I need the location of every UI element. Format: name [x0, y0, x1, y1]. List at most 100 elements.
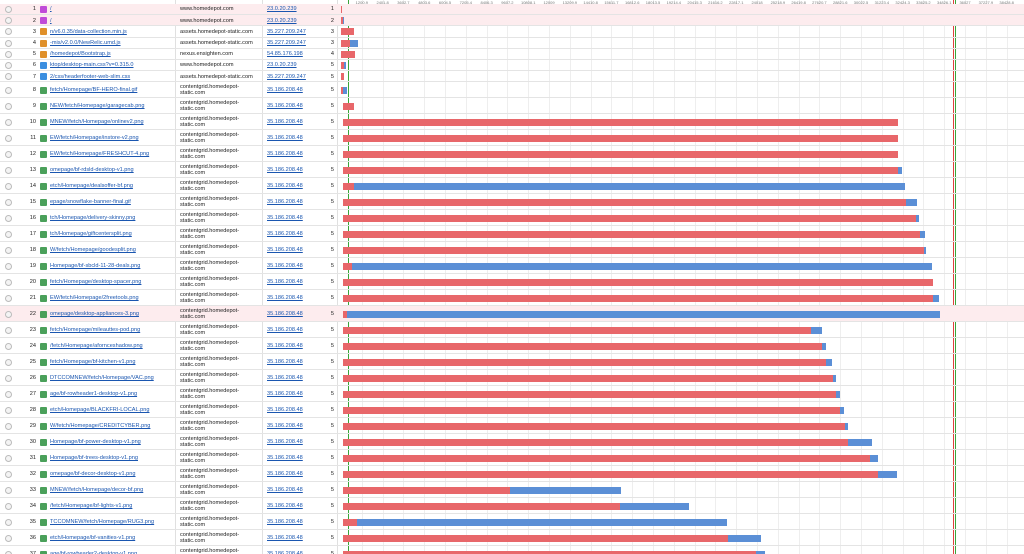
- request-url[interactable]: W/fetch/Homepage/CREDITCYBER.png: [50, 423, 151, 430]
- row-toggle[interactable]: [5, 214, 12, 222]
- request-url[interactable]: tch/Homepage/giftcentersplit.png: [50, 231, 132, 238]
- row-toggle[interactable]: [5, 326, 12, 334]
- request-ip[interactable]: 35.186.208.48: [267, 199, 303, 206]
- request-url[interactable]: epage/snowflake-banner-final.gif: [50, 199, 131, 206]
- request-url[interactable]: W/fetch/Homepage/goodesplit.png: [50, 247, 136, 254]
- request-ip[interactable]: 35.186.208.48: [267, 423, 303, 430]
- row-toggle[interactable]: [5, 294, 12, 302]
- request-url[interactable]: n/v6.0.35/data-collection.min.js: [50, 28, 127, 35]
- request-url[interactable]: age/bf-rowheader1-desktop-v1.png: [50, 391, 138, 398]
- row-toggle[interactable]: [5, 182, 12, 190]
- request-url[interactable]: etch/Homepage/bf-vanities-v1.png: [50, 535, 136, 542]
- request-url[interactable]: /homedepot/Bootstrap.js: [50, 51, 111, 58]
- request-ip[interactable]: 35.186.208.48: [267, 391, 303, 398]
- row-toggle[interactable]: [5, 406, 12, 414]
- request-ip[interactable]: 35.186.208.48: [267, 135, 303, 142]
- request-ip[interactable]: 35.186.208.48: [267, 231, 303, 238]
- row-toggle[interactable]: [5, 134, 12, 142]
- row-toggle[interactable]: [5, 86, 12, 94]
- request-url[interactable]: ktop/desktop-main.css?v=0.315.0: [50, 62, 134, 69]
- row-toggle[interactable]: [5, 310, 12, 318]
- request-url[interactable]: fetch/Homepage/mileauttes-pod.png: [50, 327, 141, 334]
- row-toggle[interactable]: [5, 246, 12, 254]
- request-url[interactable]: EW/fetch/Homepage/FRESHCUT-4.png: [50, 151, 150, 158]
- request-ip[interactable]: 35.186.208.48: [267, 119, 303, 126]
- row-toggle[interactable]: [5, 50, 12, 58]
- request-url[interactable]: etch/Homepage/BLACKFRI-LOCAL.png: [50, 407, 150, 414]
- request-ip[interactable]: 54.85.176.198: [267, 51, 303, 58]
- request-url[interactable]: omepage/desktop-appliances-3.png: [50, 311, 139, 318]
- row-toggle[interactable]: [5, 518, 12, 526]
- request-ip[interactable]: 35.186.208.48: [267, 103, 303, 110]
- request-url[interactable]: -mis/v2.0.0/NewRelic.umd.js: [50, 39, 121, 46]
- request-ip[interactable]: 35.186.208.48: [267, 311, 303, 318]
- request-url[interactable]: /: [50, 17, 52, 24]
- row-toggle[interactable]: [5, 198, 12, 206]
- request-url[interactable]: /fetch/Homepage/bf-lights-v1.png: [50, 503, 133, 510]
- request-url[interactable]: NEW/fetch/Homepage/garagecab.png: [50, 103, 145, 110]
- request-ip[interactable]: 35.186.208.48: [267, 327, 303, 334]
- request-ip[interactable]: 35.186.208.48: [267, 295, 303, 302]
- request-ip[interactable]: 35.227.209.247: [267, 73, 306, 80]
- request-ip[interactable]: 35.227.209.247: [267, 28, 306, 35]
- request-url[interactable]: age/bf-rowheader2-desktop-v1.png: [50, 551, 172, 554]
- row-toggle[interactable]: [5, 422, 12, 430]
- request-ip[interactable]: 23.0.20.239: [267, 17, 297, 24]
- row-toggle[interactable]: [5, 390, 12, 398]
- request-ip[interactable]: 35.186.208.48: [267, 167, 303, 174]
- row-toggle[interactable]: [5, 39, 12, 47]
- request-url[interactable]: fetch/Homepage/desktop-spacer.png: [50, 279, 142, 286]
- row-toggle[interactable]: [5, 454, 12, 462]
- request-ip[interactable]: 35.186.208.48: [267, 455, 303, 462]
- request-ip[interactable]: 35.186.208.48: [267, 551, 303, 554]
- row-toggle[interactable]: [5, 28, 12, 36]
- request-ip[interactable]: 35.186.208.48: [267, 183, 303, 190]
- row-toggle[interactable]: [5, 342, 12, 350]
- row-toggle[interactable]: [5, 262, 12, 270]
- request-url[interactable]: 2/css/headerfooter-web-slim.css: [50, 73, 131, 80]
- request-url[interactable]: MNEW/fetch/Homepage/decor-bf.png: [50, 487, 144, 494]
- request-url[interactable]: DTCCOMNEW/fetch/Homepage/VAC.png: [50, 375, 154, 382]
- request-ip[interactable]: 35.186.208.48: [267, 279, 303, 286]
- row-toggle[interactable]: [5, 550, 12, 554]
- request-ip[interactable]: 35.186.208.48: [267, 375, 303, 382]
- request-ip[interactable]: 23.0.20.239: [267, 62, 297, 69]
- request-ip[interactable]: 35.186.208.48: [267, 407, 303, 414]
- row-toggle[interactable]: [5, 534, 12, 542]
- row-toggle[interactable]: [5, 438, 12, 446]
- row-toggle[interactable]: [5, 230, 12, 238]
- row-toggle[interactable]: [5, 62, 12, 70]
- request-ip[interactable]: 35.186.208.48: [267, 151, 303, 158]
- request-url[interactable]: omepage/bf-rdsld-desktop-v1.png: [50, 167, 134, 174]
- request-url[interactable]: fetch/Homepage/BF-HERO-final.gif: [50, 87, 138, 94]
- row-toggle[interactable]: [5, 278, 12, 286]
- request-ip[interactable]: 35.227.209.247: [267, 39, 306, 46]
- request-url[interactable]: fetch/Homepage/bf-kitchen-v1.png: [50, 359, 136, 366]
- request-url[interactable]: MNEW/fetch/Homepage/onlinev2.png: [50, 119, 144, 126]
- row-toggle[interactable]: [5, 17, 12, 25]
- request-url[interactable]: TCCOMNEW/fetch/Homepage/RUG3.png: [50, 519, 155, 526]
- row-toggle[interactable]: [5, 374, 12, 382]
- request-ip[interactable]: 35.186.208.48: [267, 263, 303, 270]
- request-ip[interactable]: 35.186.208.48: [267, 215, 303, 222]
- request-ip[interactable]: 23.0.20.239: [267, 6, 297, 13]
- request-url[interactable]: Homepage/bf-power-desktop-v1.png: [50, 439, 141, 446]
- request-ip[interactable]: 35.186.208.48: [267, 343, 303, 350]
- request-url[interactable]: Homepage/bf-trees-desktop-v1.png: [50, 455, 138, 462]
- request-url[interactable]: tch/Homepage/delivery-skinny.png: [50, 215, 136, 222]
- row-toggle[interactable]: [5, 470, 12, 478]
- request-ip[interactable]: 35.186.208.48: [267, 87, 303, 94]
- row-toggle[interactable]: [5, 118, 12, 126]
- request-ip[interactable]: 35.186.208.48: [267, 439, 303, 446]
- request-url[interactable]: omepage/bf-decor-desktop-v1.png: [50, 471, 136, 478]
- row-toggle[interactable]: [5, 166, 12, 174]
- row-toggle[interactable]: [5, 358, 12, 366]
- request-ip[interactable]: 35.186.208.48: [267, 471, 303, 478]
- row-toggle[interactable]: [5, 102, 12, 110]
- request-url[interactable]: EW/fetch/Homepage/instore-v2.png: [50, 135, 139, 142]
- request-url[interactable]: Homepage/bf-sbcld-11-28-deals.png: [50, 263, 141, 270]
- row-toggle[interactable]: [5, 502, 12, 510]
- row-toggle[interactable]: [5, 486, 12, 494]
- request-url[interactable]: etch/Homepage/dealsoffer-bf.png: [50, 183, 133, 190]
- row-toggle[interactable]: [5, 6, 12, 14]
